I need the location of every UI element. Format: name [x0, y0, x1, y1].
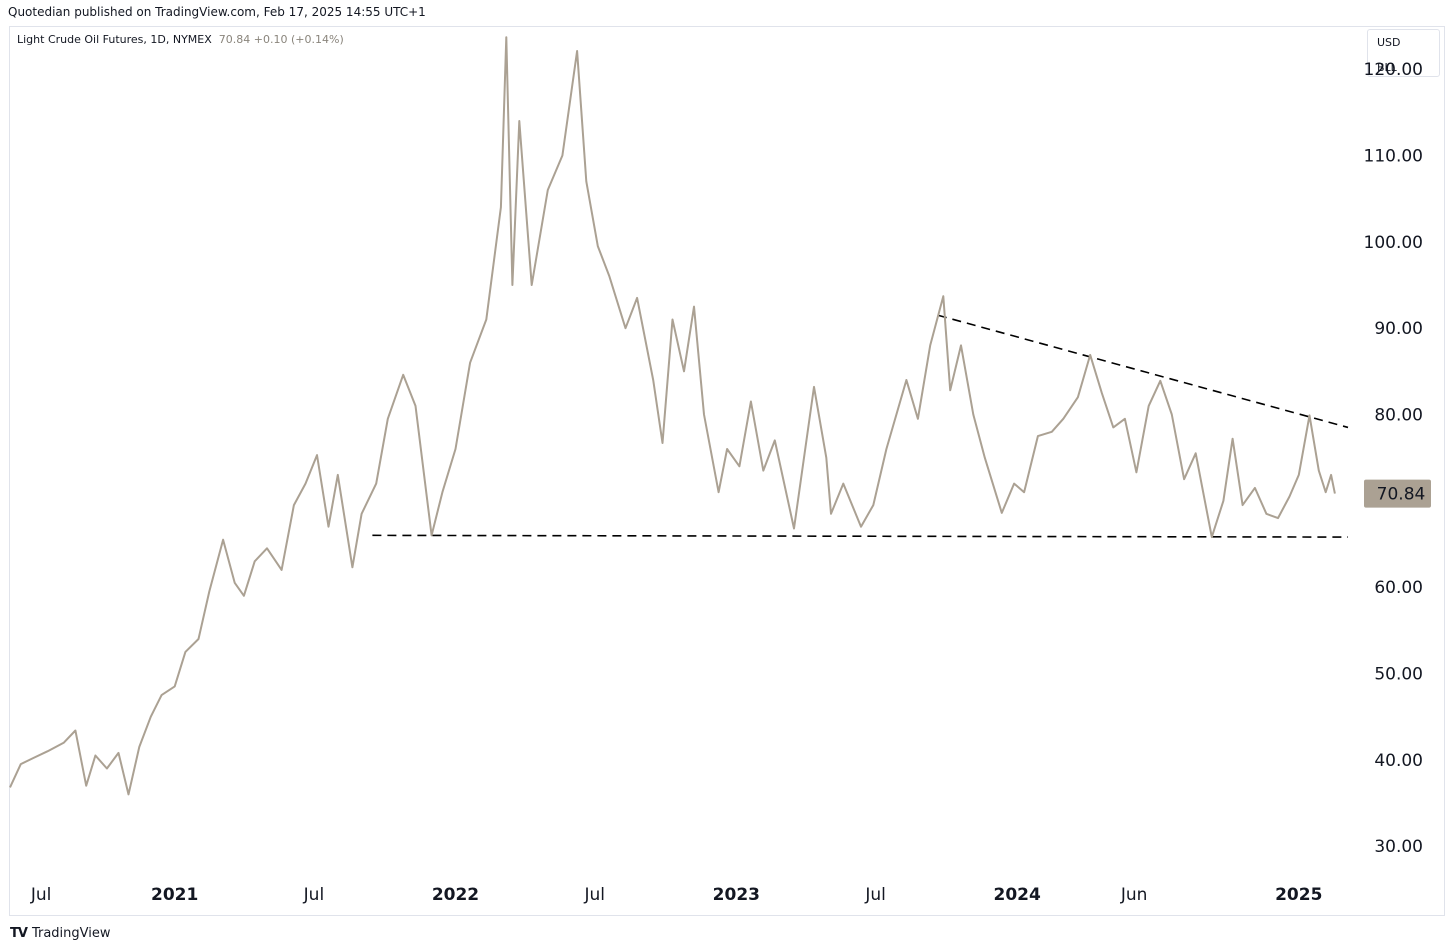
x-tick-label: Jul: [30, 885, 52, 905]
price-change: +0.10 (+0.14%): [253, 33, 344, 46]
last-price: 70.84: [218, 33, 251, 46]
x-tick-label: Jul: [303, 885, 325, 905]
x-tick-label: 2025: [1275, 885, 1322, 905]
currency-label: USD: [1377, 36, 1401, 49]
y-tick-label: 110.00: [1364, 146, 1423, 166]
trendlines: [372, 314, 1349, 538]
y-tick-label: 100.00: [1364, 233, 1423, 253]
last-price-badge-text: 70.84: [1377, 485, 1426, 505]
publisher-caption: Quotedian published on TradingView.com, …: [8, 5, 426, 19]
y-tick-label: 60.00: [1374, 578, 1423, 598]
tradingview-logo-icon: TV: [10, 926, 28, 941]
y-tick-label: 80.00: [1374, 405, 1423, 425]
y-tick-label: 50.00: [1374, 664, 1423, 684]
last-price-badge-bg: [1364, 479, 1431, 508]
trendline-1[interactable]: [937, 314, 1349, 429]
x-tick-label: Jul: [864, 885, 886, 905]
x-tick-label: 2022: [432, 885, 479, 905]
x-tick-label: Jun: [1120, 885, 1148, 905]
trendline-0[interactable]: [372, 534, 1349, 538]
unit-label: BLL: [1377, 61, 1397, 74]
symbol-legend: Light Crude Oil Futures, 1D, NYMEX 70.84…: [17, 33, 344, 46]
x-tick-label: 2021: [151, 885, 198, 905]
y-tick-label: 40.00: [1374, 751, 1423, 771]
price-series-line: [9, 36, 1336, 796]
y-tick-label: 90.00: [1374, 319, 1423, 339]
x-tick-label: 2023: [713, 885, 760, 905]
x-tick-label: Jul: [583, 885, 605, 905]
x-tick-label: 2024: [993, 885, 1040, 905]
y-axis: 120.00110.00100.0090.0080.0070.0060.0050…: [1364, 60, 1423, 857]
tradingview-footer: TV TradingView: [10, 926, 110, 941]
currency-unit-box[interactable]: USD BLL: [1367, 29, 1440, 77]
symbol-name[interactable]: Light Crude Oil Futures, 1D, NYMEX: [17, 33, 212, 46]
tradingview-brand: TradingView: [31, 926, 111, 941]
y-tick-label: 30.00: [1374, 837, 1423, 857]
chart-frame: [9, 26, 1445, 916]
x-axis: Jul 2021 Jul 2022 Jul 2023 Jul 2024 Jun 2025: [30, 885, 1323, 905]
last-price-badge: 70.84: [1364, 479, 1431, 508]
y-tick-label: 120.00: [1364, 60, 1423, 80]
